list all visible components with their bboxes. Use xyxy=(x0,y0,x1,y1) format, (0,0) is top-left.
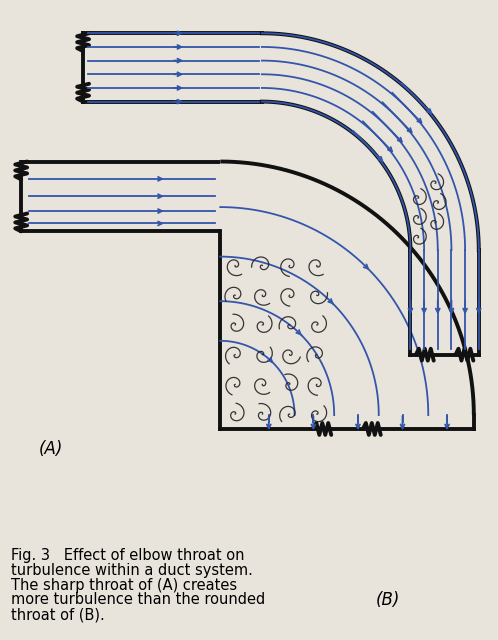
Text: throat of (B).: throat of (B). xyxy=(11,607,105,622)
Text: Fig. 3   Effect of elbow throat on: Fig. 3 Effect of elbow throat on xyxy=(11,548,245,563)
Text: (A): (A) xyxy=(39,440,63,458)
Text: turbulence within a duct system.: turbulence within a duct system. xyxy=(11,563,253,578)
Text: The sharp throat of (A) creates: The sharp throat of (A) creates xyxy=(11,577,238,593)
Text: more turbulence than the rounded: more turbulence than the rounded xyxy=(11,593,265,607)
Text: (B): (B) xyxy=(375,591,400,609)
